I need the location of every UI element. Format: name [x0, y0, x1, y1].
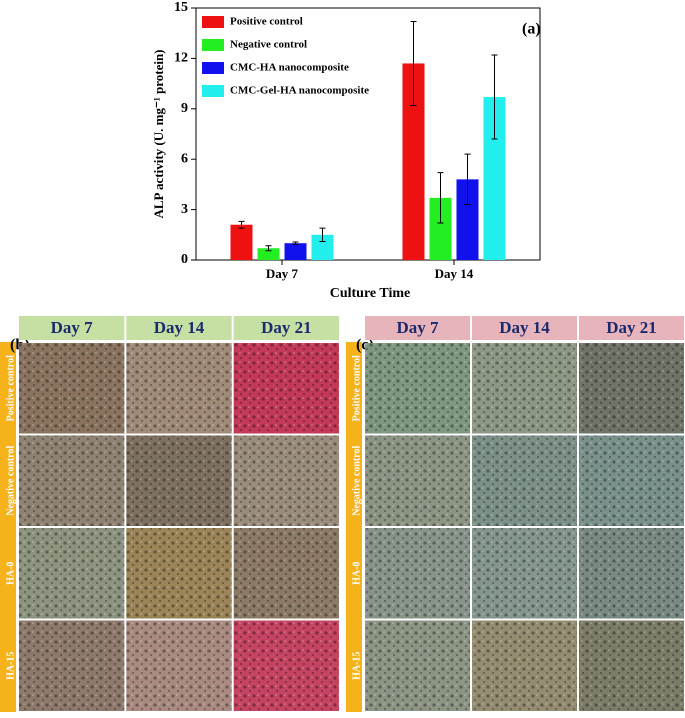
plot-frame — [195, 7, 541, 261]
bar — [257, 248, 280, 260]
legend-label: CMC-Gel-HA nanocomposite — [230, 85, 369, 97]
y-tick-label: 6 — [181, 151, 188, 166]
error-bar — [292, 241, 299, 245]
legend-label: CMC-HA nanocomposite — [230, 62, 349, 74]
micrograph-texture — [19, 343, 125, 434]
row-label: HA-15 — [351, 652, 362, 680]
y-tick-label: 9 — [181, 101, 188, 116]
bar — [230, 224, 253, 260]
micrograph-texture — [365, 620, 470, 711]
row-label: Negative control — [5, 445, 16, 515]
row-label: Positive control — [351, 355, 362, 421]
legend-swatch — [202, 62, 224, 74]
column-header-label: Day 21 — [606, 318, 657, 337]
row-label: HA-0 — [351, 562, 362, 585]
error-bar — [410, 20, 417, 106]
bar — [402, 63, 425, 260]
column-header — [233, 316, 339, 340]
micrograph-texture — [126, 528, 232, 619]
row-label: HA-15 — [5, 652, 16, 680]
micrograph-texture — [579, 620, 684, 711]
bar — [483, 97, 506, 260]
row-label: Negative control — [351, 445, 362, 515]
micrograph-texture — [579, 343, 684, 434]
micrograph-texture — [233, 343, 339, 434]
bar — [284, 243, 307, 260]
bar — [429, 197, 452, 260]
row-label-strip — [346, 342, 362, 712]
y-tick-label: 3 — [181, 202, 188, 217]
y-tick-label: 0 — [181, 252, 188, 267]
micrograph-texture — [19, 620, 125, 711]
legend-swatch — [202, 85, 224, 97]
micrograph-texture — [233, 435, 339, 526]
row-label: HA-0 — [5, 562, 16, 585]
micrograph-texture — [472, 343, 577, 434]
micrograph-texture — [365, 343, 470, 434]
micrograph-texture — [365, 528, 470, 619]
column-header — [472, 316, 577, 340]
row-label: Positive control — [5, 355, 16, 421]
micrograph-texture — [472, 528, 577, 619]
x-tick-label: Day 7 — [266, 266, 299, 281]
legend-swatch — [202, 39, 224, 51]
column-header-label: Day 7 — [396, 318, 439, 337]
legend-label: Negative control — [230, 39, 307, 51]
micrograph-texture — [126, 343, 232, 434]
column-header — [126, 316, 232, 340]
micrograph-texture — [472, 620, 577, 711]
error-bar — [491, 54, 498, 140]
x-tick-label: Day 14 — [435, 266, 474, 281]
error-bar — [319, 227, 326, 243]
micrograph-texture — [365, 435, 470, 526]
bar — [456, 179, 479, 260]
y-tick-label: 12 — [174, 51, 188, 66]
micrograph-texture — [19, 528, 125, 619]
y-axis-label: ALP activity (U. mg⁻¹ protein) — [151, 49, 166, 218]
micrograph-texture — [126, 435, 232, 526]
row-label-strip — [0, 342, 16, 712]
error-bar — [437, 172, 444, 224]
micrograph-texture — [19, 435, 125, 526]
column-header — [19, 316, 125, 340]
panel-label: (a) — [522, 21, 541, 38]
micrograph-texture — [126, 620, 232, 711]
column-header — [579, 316, 684, 340]
y-tick-label: 15 — [174, 0, 188, 15]
column-header-label: Day 7 — [51, 318, 94, 337]
column-header-label: Day 21 — [261, 318, 312, 337]
x-axis-label: Culture Time — [330, 286, 411, 301]
column-header — [365, 316, 470, 340]
micrograph-texture — [233, 620, 339, 711]
legend-label: Positive control — [230, 16, 303, 28]
column-header-label: Day 14 — [154, 318, 205, 337]
micrograph-texture — [579, 528, 684, 619]
micrograph-texture — [233, 528, 339, 619]
error-bar — [238, 220, 245, 229]
micrograph-texture — [472, 435, 577, 526]
error-bar — [265, 245, 272, 252]
micrograph-texture — [579, 435, 684, 526]
bar — [311, 234, 334, 260]
error-bar — [464, 153, 471, 206]
legend-swatch — [202, 16, 224, 28]
column-header-label: Day 14 — [499, 318, 550, 337]
